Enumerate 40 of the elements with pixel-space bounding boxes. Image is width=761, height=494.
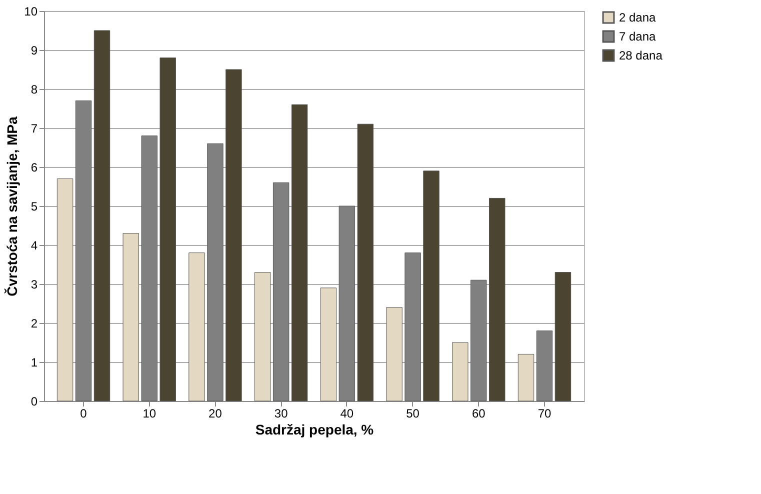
y-tick-label: 4 bbox=[30, 238, 38, 252]
legend-label: 7 dana bbox=[619, 30, 656, 44]
bar bbox=[386, 307, 402, 402]
bar bbox=[254, 272, 271, 402]
bar bbox=[423, 170, 440, 402]
bar bbox=[56, 178, 74, 402]
x-tick-label: 0 bbox=[80, 406, 88, 420]
x-tick-label: 70 bbox=[538, 406, 552, 420]
x-tick-label: 60 bbox=[472, 406, 486, 420]
y-tick-label: 1 bbox=[30, 356, 38, 370]
x-tick-label: 10 bbox=[142, 406, 156, 420]
bar bbox=[122, 233, 139, 402]
bar bbox=[94, 30, 110, 402]
y-tick-label: 8 bbox=[30, 82, 38, 96]
bar bbox=[291, 104, 308, 402]
x-tick-label: 40 bbox=[340, 406, 354, 420]
x-tick-label: 50 bbox=[406, 406, 420, 420]
y-axis-title: Čvrstoća na savijanje, MPa bbox=[4, 116, 20, 296]
y-tick-label: 10 bbox=[24, 4, 38, 18]
y-tick-label: 0 bbox=[30, 394, 38, 408]
y-tick-label: 6 bbox=[30, 160, 38, 174]
bar bbox=[188, 252, 205, 402]
y-tick-label: 7 bbox=[30, 122, 38, 136]
bar bbox=[357, 124, 374, 402]
y-tick-label: 5 bbox=[30, 200, 38, 214]
x-axis-title: Sadržaj pepela, % bbox=[255, 422, 374, 438]
x-tick-label: 20 bbox=[208, 406, 222, 420]
bar bbox=[226, 69, 242, 402]
x-tick-label: 30 bbox=[274, 406, 288, 420]
bar bbox=[320, 288, 337, 402]
legend-label: 2 dana bbox=[619, 10, 656, 24]
bar bbox=[554, 272, 572, 402]
y-tick-label: 2 bbox=[30, 316, 38, 330]
y-tick-label: 9 bbox=[30, 44, 38, 58]
bar bbox=[452, 342, 468, 402]
bar bbox=[160, 58, 176, 402]
y-tick-label: 3 bbox=[30, 278, 38, 292]
legend-label: 28 dana bbox=[619, 48, 663, 62]
bar bbox=[518, 354, 534, 402]
bar bbox=[489, 198, 506, 402]
